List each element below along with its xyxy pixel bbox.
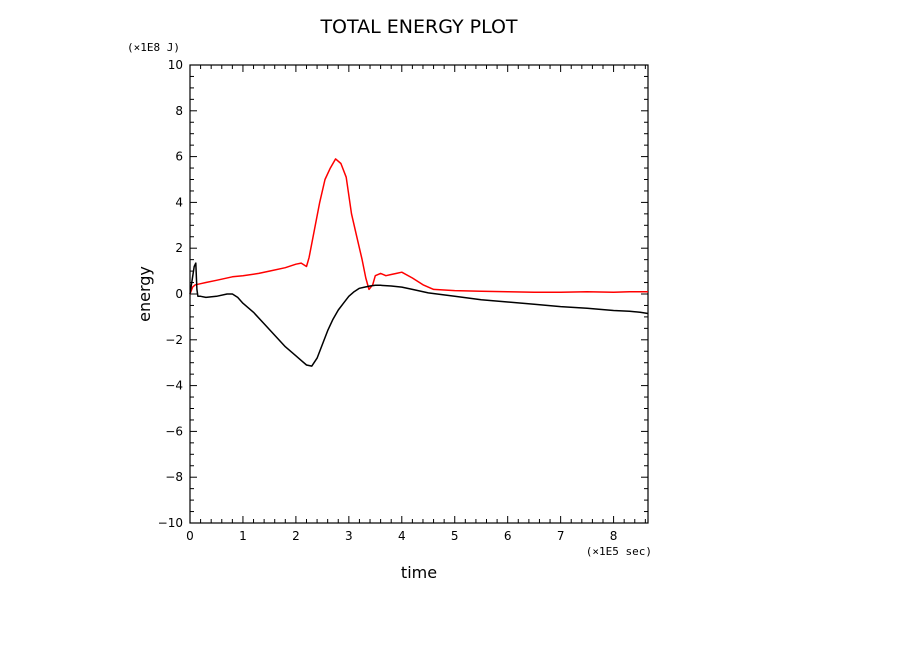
y-tick-label: 10 bbox=[168, 58, 183, 72]
y-tick-labels: 10 8 6 4 2 0 −2 −4 −6 −8 −10 bbox=[158, 58, 183, 530]
y-tick-label: 8 bbox=[175, 104, 183, 118]
y-unit-label: (×1E8 J) bbox=[127, 41, 180, 54]
y-tick-label: 4 bbox=[175, 195, 183, 209]
x-tick-label: 1 bbox=[239, 529, 247, 543]
series-line-1 bbox=[189, 158, 648, 295]
y-tick-label: −8 bbox=[165, 470, 183, 484]
y-tick-label: 6 bbox=[175, 150, 183, 164]
plot-frame bbox=[189, 64, 649, 524]
y-tick-label: −2 bbox=[165, 333, 183, 347]
series-line-2 bbox=[189, 262, 649, 367]
x-unit-label: (×1E5 sec) bbox=[586, 545, 652, 558]
y-tick-label: −10 bbox=[158, 516, 183, 530]
series-group bbox=[189, 158, 649, 367]
x-tick-label: 3 bbox=[345, 529, 353, 543]
y-tick-label: −6 bbox=[165, 424, 183, 438]
y-tick-label: −4 bbox=[165, 379, 183, 393]
x-tick-label: 5 bbox=[451, 529, 459, 543]
x-tick-label: 8 bbox=[610, 529, 618, 543]
x-tick-label: 4 bbox=[398, 529, 406, 543]
chart-title: TOTAL ENERGY PLOT bbox=[319, 16, 517, 38]
x-tick-label: 6 bbox=[504, 529, 512, 543]
x-tick-label: 0 bbox=[186, 529, 194, 543]
x-tick-label: 2 bbox=[292, 529, 300, 543]
x-tick-label: 7 bbox=[557, 529, 565, 543]
y-tick-label: 0 bbox=[175, 287, 183, 301]
axis-ticks bbox=[189, 64, 648, 524]
y-axis-label: energy bbox=[135, 266, 154, 322]
x-tick-labels: 0 1 2 3 4 5 6 7 8 bbox=[186, 529, 617, 543]
x-axis-label: time bbox=[401, 563, 437, 582]
y-tick-label: 2 bbox=[175, 241, 183, 255]
